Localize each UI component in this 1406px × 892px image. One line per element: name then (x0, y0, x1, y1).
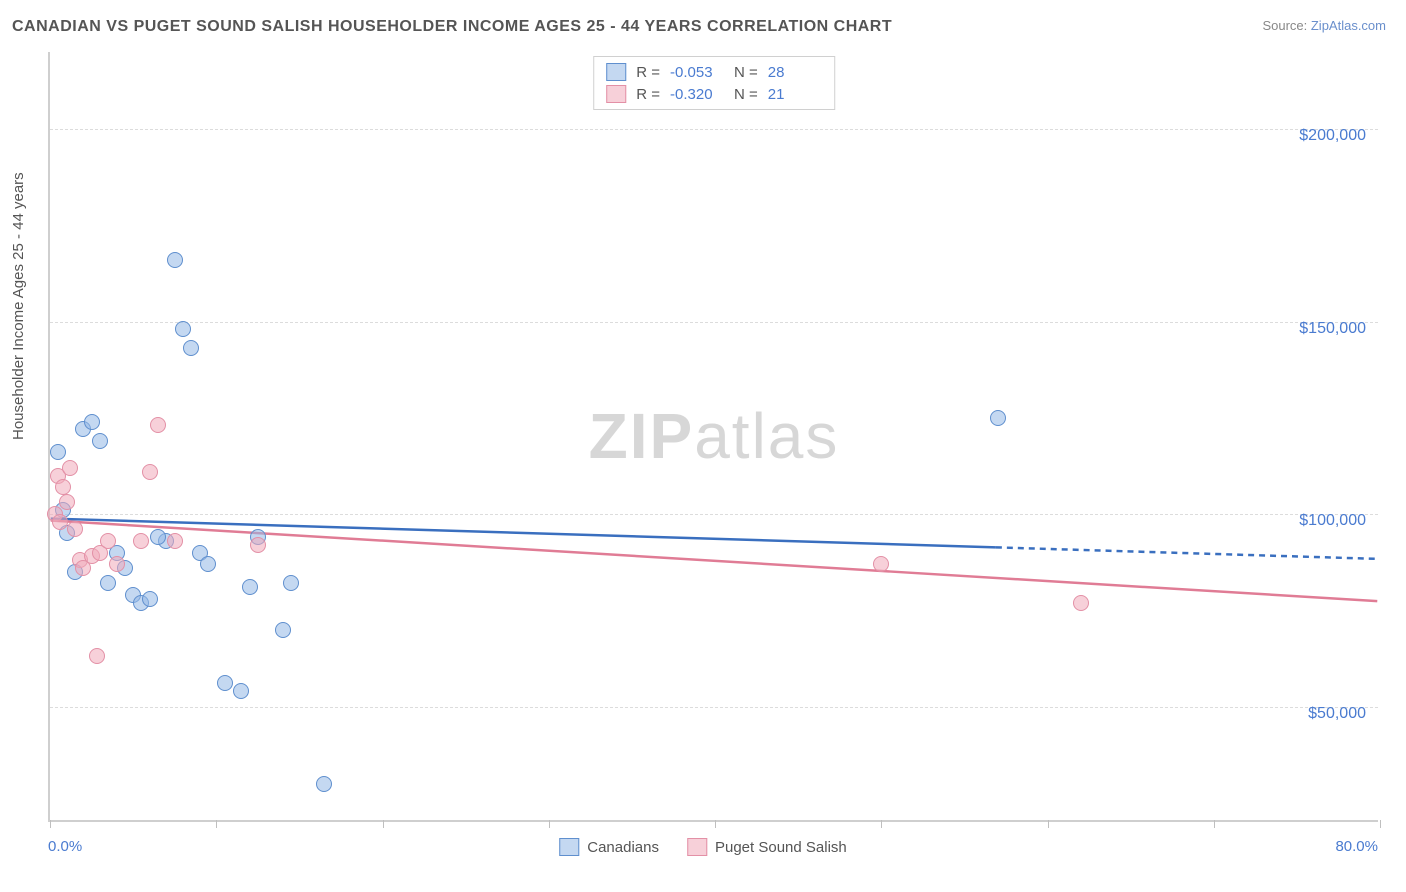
data-point (133, 533, 149, 549)
legend-r-value: -0.320 (670, 86, 724, 103)
legend-r-value: -0.053 (670, 64, 724, 81)
data-point (316, 776, 332, 792)
gridline-horizontal (50, 129, 1378, 130)
data-point (150, 417, 166, 433)
data-point (84, 414, 100, 430)
x-tick (383, 820, 384, 828)
data-point (109, 556, 125, 572)
legend-series-item: Puget Sound Salish (687, 838, 847, 856)
data-point (167, 533, 183, 549)
x-tick (549, 820, 550, 828)
data-point (55, 479, 71, 495)
legend-n-value: 28 (768, 64, 822, 81)
data-point (242, 579, 258, 595)
data-point (142, 591, 158, 607)
data-point (873, 556, 889, 572)
data-point (59, 494, 75, 510)
legend-swatch (559, 838, 579, 856)
legend-series-label: Puget Sound Salish (715, 839, 847, 856)
data-point (200, 556, 216, 572)
chart-container: CANADIAN VS PUGET SOUND SALISH HOUSEHOLD… (0, 0, 1406, 892)
source-prefix: Source: (1262, 18, 1310, 33)
x-tick (216, 820, 217, 828)
gridline-horizontal (50, 322, 1378, 323)
legend-r-label: R = (636, 64, 660, 81)
y-tick-label: $200,000 (1299, 127, 1366, 145)
data-point (1073, 595, 1089, 611)
data-point (250, 537, 266, 553)
legend-series: Canadians Puget Sound Salish (559, 838, 846, 856)
legend-series-item: Canadians (559, 838, 659, 856)
x-tick (50, 820, 51, 828)
legend-swatch (606, 63, 626, 81)
y-axis-title: Householder Income Ages 25 - 44 years (10, 172, 27, 440)
y-tick-label: $150,000 (1299, 320, 1366, 338)
regression-line (51, 519, 996, 548)
legend-n-value: 21 (768, 86, 822, 103)
x-axis-max-label: 80.0% (1335, 838, 1378, 855)
data-point (62, 460, 78, 476)
data-point (100, 533, 116, 549)
legend-correlation: R = -0.053 N = 28 R = -0.320 N = 21 (593, 56, 835, 110)
data-point (183, 340, 199, 356)
legend-correlation-row: R = -0.320 N = 21 (606, 83, 822, 105)
data-point (52, 514, 68, 530)
legend-n-label: N = (734, 64, 758, 81)
legend-series-label: Canadians (587, 839, 659, 856)
gridline-horizontal (50, 707, 1378, 708)
watermark-rest: atlas (694, 400, 839, 472)
x-tick (1380, 820, 1381, 828)
data-point (283, 575, 299, 591)
legend-n-label: N = (734, 86, 758, 103)
y-tick-label: $50,000 (1308, 705, 1366, 723)
watermark: ZIPatlas (589, 399, 840, 473)
x-tick (881, 820, 882, 828)
data-point (275, 622, 291, 638)
chart-title: CANADIAN VS PUGET SOUND SALISH HOUSEHOLD… (12, 18, 892, 36)
data-point (175, 321, 191, 337)
legend-r-label: R = (636, 86, 660, 103)
plot-area: ZIPatlas R = -0.053 N = 28 R = -0.320 N = 2… (48, 52, 1378, 822)
data-point (92, 433, 108, 449)
source-attribution: Source: ZipAtlas.com (1262, 18, 1386, 33)
gridline-horizontal (50, 514, 1378, 515)
data-point (150, 529, 166, 545)
data-point (142, 464, 158, 480)
data-point (50, 444, 66, 460)
data-point (89, 648, 105, 664)
data-point (167, 252, 183, 268)
legend-correlation-row: R = -0.053 N = 28 (606, 61, 822, 83)
data-point (100, 575, 116, 591)
legend-swatch (687, 838, 707, 856)
y-tick-label: $100,000 (1299, 512, 1366, 530)
regression-lines (50, 52, 1378, 820)
x-tick (1048, 820, 1049, 828)
source-link[interactable]: ZipAtlas.com (1311, 18, 1386, 33)
regression-line-extrapolated (996, 547, 1377, 559)
x-tick (1214, 820, 1215, 828)
data-point (990, 410, 1006, 426)
legend-swatch (606, 85, 626, 103)
data-point (67, 521, 83, 537)
data-point (233, 683, 249, 699)
x-axis-min-label: 0.0% (48, 838, 82, 855)
data-point (217, 675, 233, 691)
x-tick (715, 820, 716, 828)
watermark-bold: ZIP (589, 400, 695, 472)
